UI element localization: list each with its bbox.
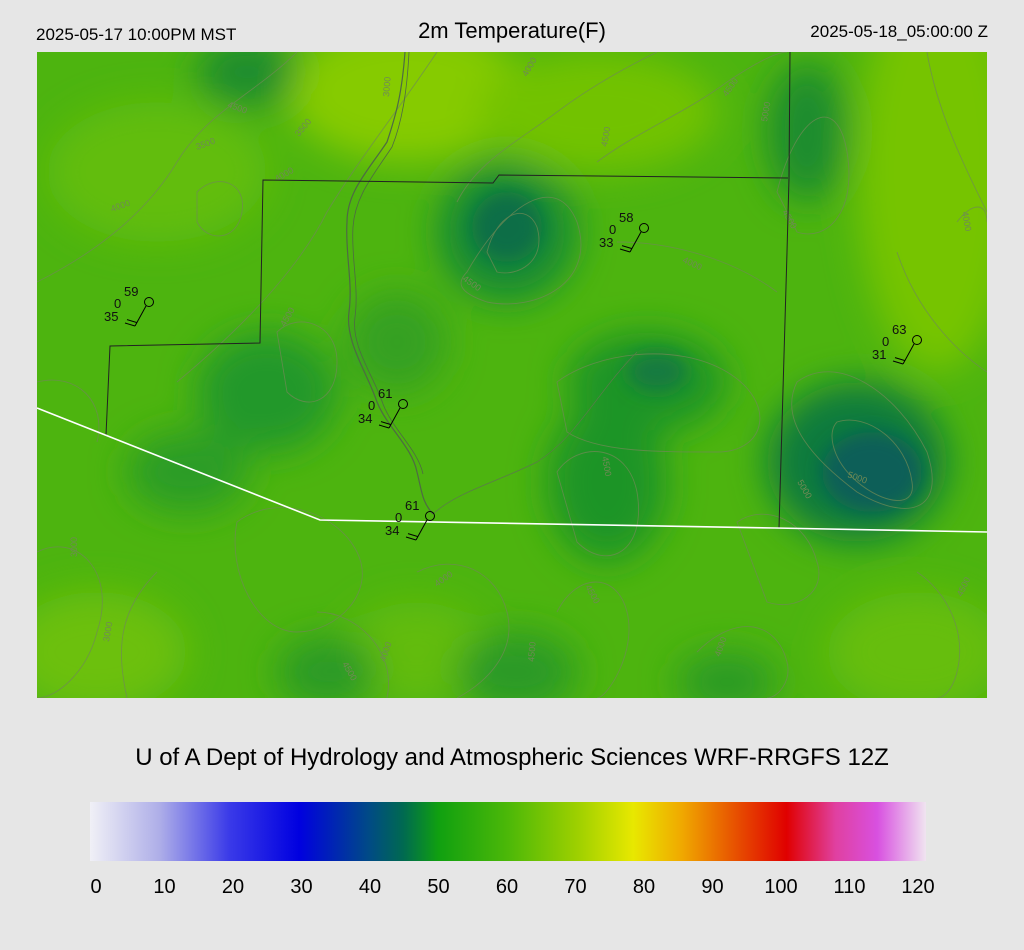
wind-barb-flag-icon [380, 421, 392, 426]
station-gust: 0 [114, 296, 121, 311]
station-temperature: 63 [892, 322, 906, 337]
colorbar-tick-label: 10 [153, 876, 176, 898]
wind-barb-flag-icon [892, 360, 904, 365]
county-boundaries [105, 52, 791, 529]
colorbar-tick-label: 0 [90, 876, 102, 898]
station-circle-icon [144, 297, 154, 307]
wind-barb-flag-icon [619, 248, 631, 253]
valid-time-utc: 2025-05-18_05:00:00 Z [810, 22, 988, 41]
wind-barb-flag-icon [405, 536, 417, 541]
wind-barb-flag-icon [407, 533, 419, 538]
international-boundary [37, 407, 987, 533]
station-dewpoint: 34 [358, 411, 372, 426]
model-credit: U of A Dept of Hydrology and Atmospheric… [135, 744, 889, 771]
colorbar-tick-label: 100 [764, 876, 798, 898]
station-circle-icon [912, 335, 922, 345]
wind-barb-flag-icon [894, 357, 906, 362]
river-line [346, 52, 434, 515]
contour-label: 4000 [960, 211, 973, 232]
colorbar-gradient [90, 802, 926, 861]
station-circle-icon [398, 399, 408, 409]
colorbar-ticks: 0 10 20 30 40 50 60 70 80 90 100 110 120 [0, 876, 1024, 900]
colorbar-tick-label: 30 [290, 876, 313, 898]
contour-label: 4500 [600, 456, 613, 477]
colorbar-tick-label: 20 [221, 876, 245, 898]
temperature-colorbar [90, 802, 926, 861]
colorbar-tick-label: 40 [358, 876, 382, 898]
station-temperature: 58 [619, 210, 633, 225]
wind-barb-flag-icon [378, 424, 390, 429]
station-circle-icon [639, 223, 649, 233]
temperature-map: 4000450030003500400045004000450050004500… [37, 52, 987, 698]
colorbar-tick-label: 110 [833, 876, 866, 898]
wind-barb-flag-icon [126, 319, 138, 324]
contour-label: 3000 [381, 76, 393, 97]
colorbar-tick-label: 90 [701, 876, 724, 898]
station-dewpoint: 31 [872, 347, 886, 362]
colorbar-tick-label: 80 [632, 876, 656, 898]
map-title: 2m Temperature(F) [418, 18, 606, 43]
colorbar-tick-label: 60 [495, 876, 519, 898]
contour-label: 3000 [69, 537, 79, 557]
contour-label: 4500 [599, 126, 612, 147]
station-temperature: 61 [405, 498, 419, 513]
station-dewpoint: 35 [104, 309, 118, 324]
station-temperature: 59 [124, 284, 138, 299]
contour-label: 5000 [759, 101, 772, 122]
contour-label: 4500 [526, 641, 538, 662]
station-gust: 0 [882, 334, 889, 349]
contour-label: 3000 [101, 621, 114, 642]
colorbar-tick-label: 50 [427, 876, 450, 898]
wind-barb-flag-icon [621, 245, 633, 250]
river-line-2 [352, 52, 424, 475]
wind-barb-flag-icon [124, 322, 136, 327]
station-gust: 0 [609, 222, 616, 237]
valid-time-local: 2025-05-17 10:00PM MST [36, 25, 237, 44]
terrain-contours [37, 52, 987, 698]
colorbar-tick-label: 120 [901, 876, 935, 898]
station-gust: 0 [368, 398, 375, 413]
station-dewpoint: 33 [599, 235, 613, 250]
colorbar-tick-label: 70 [564, 876, 587, 898]
station-circle-icon [425, 511, 435, 521]
station-dewpoint: 34 [385, 523, 399, 538]
road-line [432, 351, 638, 515]
station-gust: 0 [395, 510, 402, 525]
station-temperature: 61 [378, 386, 392, 401]
